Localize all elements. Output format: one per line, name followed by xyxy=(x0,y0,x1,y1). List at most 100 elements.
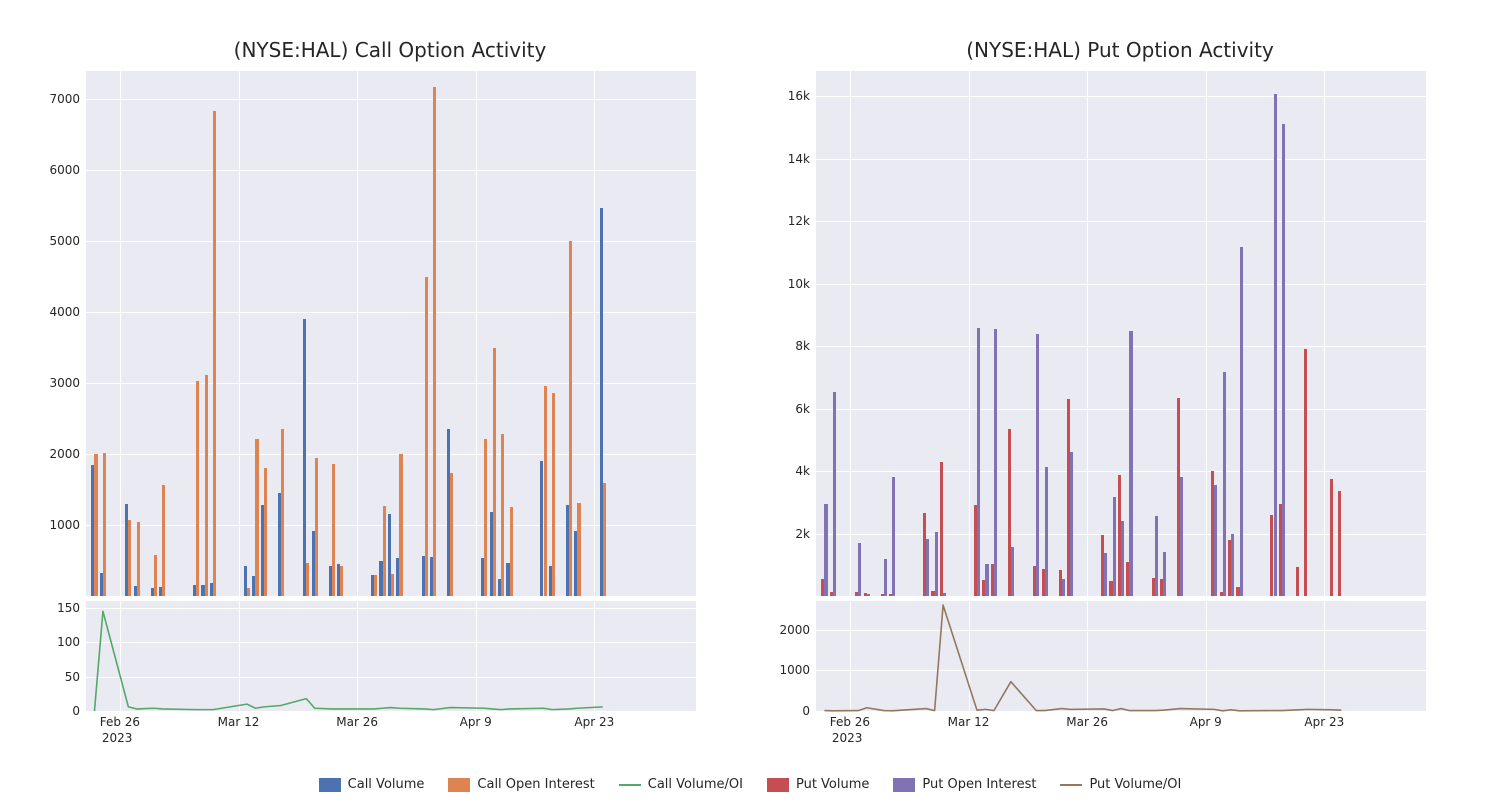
bar xyxy=(247,588,250,597)
y-tick-label: 2000 xyxy=(779,623,816,637)
x-tick-label: Mar 12 xyxy=(218,711,260,729)
bar xyxy=(374,575,377,596)
bar xyxy=(264,468,267,596)
bar xyxy=(510,507,513,596)
bar xyxy=(1304,349,1307,596)
x-tick-label: Mar 26 xyxy=(1066,711,1108,729)
bar xyxy=(977,328,980,596)
bar xyxy=(433,87,436,596)
bar xyxy=(154,555,157,596)
bar xyxy=(1062,579,1065,597)
legend-swatch-icon xyxy=(448,778,470,792)
bar xyxy=(1036,334,1039,597)
figure: 1000200030004000500060007000 (NYSE:HAL) … xyxy=(0,0,1500,800)
gridline xyxy=(816,346,1426,347)
bar xyxy=(1045,467,1048,596)
bar xyxy=(943,593,946,596)
bar xyxy=(340,566,343,597)
legend-swatch-icon xyxy=(767,778,789,792)
bar xyxy=(1223,372,1226,596)
legend-item: Call Open Interest xyxy=(448,777,594,792)
bar xyxy=(1330,479,1333,597)
y-tick-label: 50 xyxy=(65,670,86,684)
x-year-label: 2023 xyxy=(102,731,133,745)
y-tick-label: 7000 xyxy=(49,92,86,106)
bar xyxy=(425,277,428,596)
y-tick-label: 10k xyxy=(788,277,816,291)
x-tick-label: Apr 23 xyxy=(574,711,614,729)
legend-line-icon xyxy=(1060,784,1082,786)
y-tick-label: 2k xyxy=(795,527,816,541)
y-tick-label: 4k xyxy=(795,464,816,478)
bar xyxy=(196,381,199,596)
x-tick-label: Mar 26 xyxy=(336,711,378,729)
bar xyxy=(162,485,165,596)
bar xyxy=(1180,477,1183,596)
right-bottom-axes: 010002000Feb 26Mar 12Mar 26Apr 9Apr 2320… xyxy=(815,600,1427,712)
y-tick-label: 100 xyxy=(57,635,86,649)
y-tick-label: 0 xyxy=(802,704,816,718)
x-tick-label: Apr 9 xyxy=(1190,711,1222,729)
bar xyxy=(1296,567,1299,596)
gridline xyxy=(850,71,851,596)
gridline xyxy=(239,71,240,596)
line-plot xyxy=(816,601,1426,711)
x-tick-label: Apr 9 xyxy=(460,711,492,729)
bar xyxy=(1011,547,1014,596)
bar xyxy=(1129,331,1132,596)
gridline xyxy=(1206,71,1207,596)
gridline xyxy=(86,454,696,455)
bar xyxy=(493,348,496,596)
x-tick-label: Feb 26 xyxy=(100,711,140,729)
x-tick-label: Apr 23 xyxy=(1304,711,1344,729)
gridline xyxy=(86,241,696,242)
legend-label: Call Volume xyxy=(348,777,425,792)
legend-label: Call Open Interest xyxy=(477,777,594,792)
bar xyxy=(1282,124,1285,596)
legend-item: Put Volume xyxy=(767,777,869,792)
bar xyxy=(501,434,504,596)
gridline xyxy=(816,159,1426,160)
bar xyxy=(569,241,572,596)
bar xyxy=(315,458,318,596)
bar xyxy=(306,563,309,596)
bar xyxy=(128,520,131,596)
y-tick-label: 6k xyxy=(795,402,816,416)
x-year-label: 2023 xyxy=(832,731,863,745)
y-tick-label: 5000 xyxy=(49,234,86,248)
legend-swatch-icon xyxy=(893,778,915,792)
bar xyxy=(450,473,453,596)
bar xyxy=(824,504,827,596)
bar xyxy=(1113,497,1116,596)
bar xyxy=(858,543,861,596)
right-title: (NYSE:HAL) Put Option Activity xyxy=(815,38,1425,62)
bar xyxy=(994,329,997,596)
bar xyxy=(935,532,938,596)
legend-line-icon xyxy=(619,784,641,786)
bar xyxy=(577,503,580,596)
gridline xyxy=(816,284,1426,285)
bar xyxy=(552,393,555,596)
bar xyxy=(833,392,836,596)
y-tick-label: 1000 xyxy=(779,663,816,677)
bar xyxy=(926,539,929,596)
bar xyxy=(985,564,988,596)
bar xyxy=(1155,516,1158,596)
y-tick-label: 1000 xyxy=(49,518,86,532)
bar xyxy=(884,559,887,596)
y-tick-label: 3000 xyxy=(49,376,86,390)
bar xyxy=(484,439,487,597)
bar xyxy=(940,462,943,596)
bar xyxy=(332,464,335,596)
y-tick-label: 2000 xyxy=(49,447,86,461)
legend: Call Volume Call Open Interest Call Volume… xyxy=(0,777,1500,792)
legend-label: Put Open Interest xyxy=(922,777,1036,792)
gridline xyxy=(816,221,1426,222)
gridline xyxy=(86,170,696,171)
gridline xyxy=(1087,71,1088,596)
bar xyxy=(1070,452,1073,596)
gridline xyxy=(86,383,696,384)
x-tick-label: Mar 12 xyxy=(948,711,990,729)
y-tick-label: 14k xyxy=(788,152,816,166)
legend-label: Call Volume/OI xyxy=(648,777,743,792)
